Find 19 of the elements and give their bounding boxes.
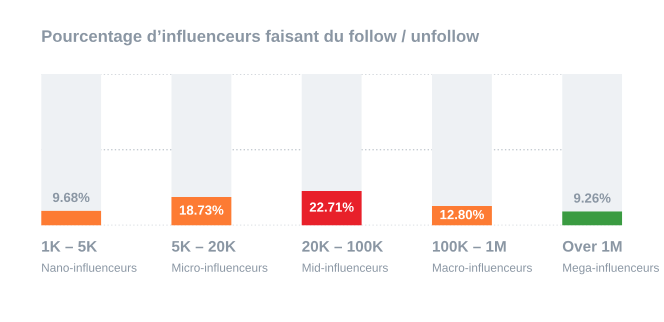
x-tick-label: 20K – 100K Mid-influenceurs [302,240,388,272]
data-label: 12.80% [440,210,484,220]
bar [302,74,362,192]
bar [171,74,232,198]
x-tick-label: 1K – 5K Nano-influenceurs [42,241,137,272]
data-label: 22.71% [310,202,354,212]
bar [41,210,102,226]
x-tick-label: 5K – 20K Micro-influenceurs [172,240,268,272]
bar [432,74,492,206]
data-label: 9.26% [574,193,611,203]
bar [562,74,622,212]
bar [41,74,102,211]
bar [562,211,622,226]
data-label: 9.68% [52,192,90,202]
chart-title: Pourcentage d’influenceurs faisant du follow / unfollow [42,30,480,46]
bar [302,191,362,226]
data-label: 18.73% [180,205,224,215]
x-tick-label: 100K – 1M Macro-influenceurs [432,240,532,272]
x-tick-label: Over 1M Mega-influenceurs [562,240,659,274]
